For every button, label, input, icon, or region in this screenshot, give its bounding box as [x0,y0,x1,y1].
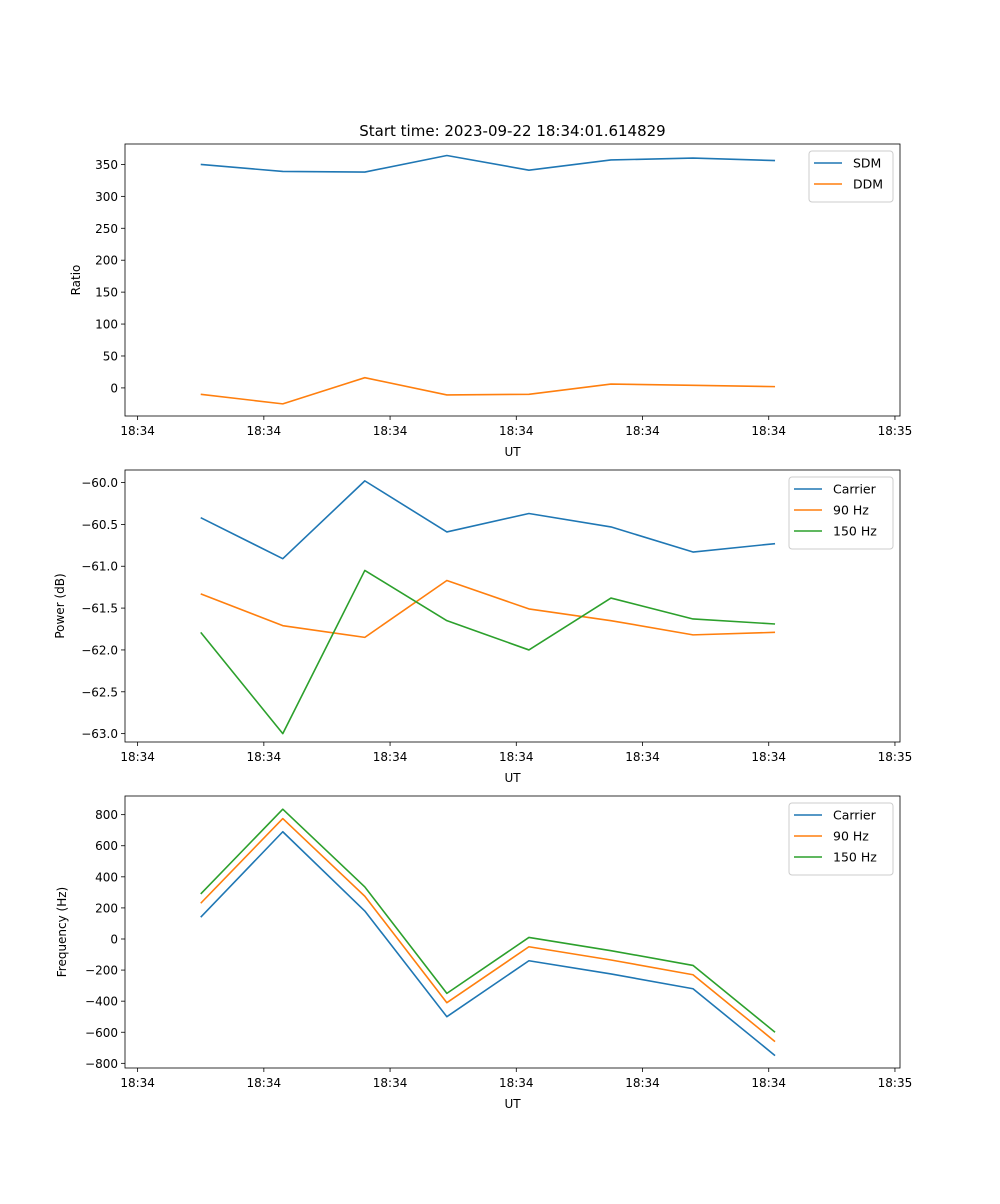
x-tick-label: 18:34 [499,750,534,764]
x-tick-label: 18:34 [247,750,282,764]
x-tick-label: 18:34 [373,750,408,764]
series-line-ddm [200,376,776,405]
y-tick-label: −60.5 [81,518,118,532]
y-tick-label: 300 [95,190,118,204]
x-tick-label: 18:34 [247,1076,282,1090]
chart-panel-2: 18:34 18:34 18:34 18:34 18:34 18:34 18:35 −63.0… [53,469,913,785]
y-tick-label: 0 [110,381,118,395]
y-tick-label: −61.0 [81,560,118,574]
x-tick-label: 18:34 [751,750,786,764]
legend: Carrier 90 Hz 150 Hz [788,802,894,876]
x-axis-label: UT [504,445,521,459]
y-axis-label: Frequency (Hz) [55,887,69,978]
x-tick-label: 18:34 [625,750,660,764]
x-tick-label: 18:34 [625,424,660,438]
x-tick-label: 18:34 [120,750,155,764]
axes-frame [124,795,901,1069]
series-line-90-hz [200,579,776,639]
axes-frame [124,469,901,743]
series-line-150-hz [200,808,776,1033]
y-tick-label: 200 [95,901,118,915]
legend-label: 90 Hz [833,829,869,844]
x-tick-label: 18:34 [120,1076,155,1090]
legend: Carrier 90 Hz 150 Hz [788,476,894,550]
y-tick-label: −61.5 [81,602,118,616]
legend-label: Carrier [833,482,877,497]
x-axis-label: UT [504,771,521,785]
x-tick-label: 18:34 [247,424,282,438]
x-tick-label: 18:34 [751,424,786,438]
legend-label: DDM [853,177,883,192]
y-tick-label: −63.0 [81,727,118,741]
series-line-carrier [200,480,776,560]
y-tick-label: 400 [95,870,118,884]
x-tick-label: 18:35 [878,750,913,764]
legend-label: Carrier [833,808,877,823]
x-tick-label: 18:35 [878,424,913,438]
x-tick-label: 18:34 [373,1076,408,1090]
series-line-sdm [200,154,776,173]
y-tick-label: −60.0 [81,476,118,490]
y-tick-label: −800 [85,1057,118,1071]
series-line-carrier [200,830,776,1057]
legend-label: 150 Hz [833,850,877,865]
y-tick-label: −400 [85,995,118,1009]
x-tick-label: 18:35 [878,1076,913,1090]
y-tick-label: 350 [95,158,118,172]
x-tick-label: 18:34 [499,1076,534,1090]
y-tick-label: 50 [103,349,118,363]
legend: SDM DDM [808,150,894,203]
y-tick-label: 800 [95,808,118,822]
x-tick-label: 18:34 [625,1076,660,1090]
y-axis-label: Ratio [69,265,83,296]
y-tick-label: −600 [85,1026,118,1040]
y-tick-label: 100 [95,318,118,332]
y-tick-label: −200 [85,964,118,978]
legend-label: SDM [853,156,881,171]
y-tick-label: 200 [95,254,118,268]
series-line-90-hz [200,817,776,1043]
y-tick-label: 150 [95,286,118,300]
series-line-150-hz [200,569,776,735]
y-tick-label: −62.0 [81,643,118,657]
y-tick-label: 0 [110,932,118,946]
y-tick-label: 600 [95,839,118,853]
x-tick-label: 18:34 [373,424,408,438]
x-tick-label: 18:34 [120,424,155,438]
y-tick-label: 250 [95,222,118,236]
x-tick-label: 18:34 [499,424,534,438]
x-tick-label: 18:34 [751,1076,786,1090]
y-axis-label: Power (dB) [53,573,67,638]
legend-label: 90 Hz [833,503,869,518]
legend-label: 150 Hz [833,524,877,539]
figure-title: Start time: 2023-09-22 18:34:01.614829 [359,122,665,140]
axes-frame [124,143,901,417]
y-tick-label: −62.5 [81,685,118,699]
x-axis-label: UT [504,1097,521,1111]
chart-panel-3: 18:34 18:34 18:34 18:34 18:34 18:34 18:35 −800 −… [55,795,913,1111]
chart-panel-1: 18:34 18:34 18:34 18:34 18:34 18:34 18:35 0 50 10… [69,143,913,459]
